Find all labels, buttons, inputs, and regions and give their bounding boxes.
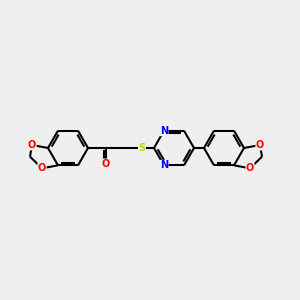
Text: O: O: [38, 163, 46, 173]
Text: S: S: [138, 143, 146, 153]
Text: N: N: [160, 126, 168, 136]
Text: O: O: [246, 163, 254, 173]
Text: N: N: [160, 160, 168, 170]
Text: O: O: [256, 140, 264, 150]
Text: O: O: [28, 140, 36, 150]
Text: O: O: [102, 159, 110, 169]
